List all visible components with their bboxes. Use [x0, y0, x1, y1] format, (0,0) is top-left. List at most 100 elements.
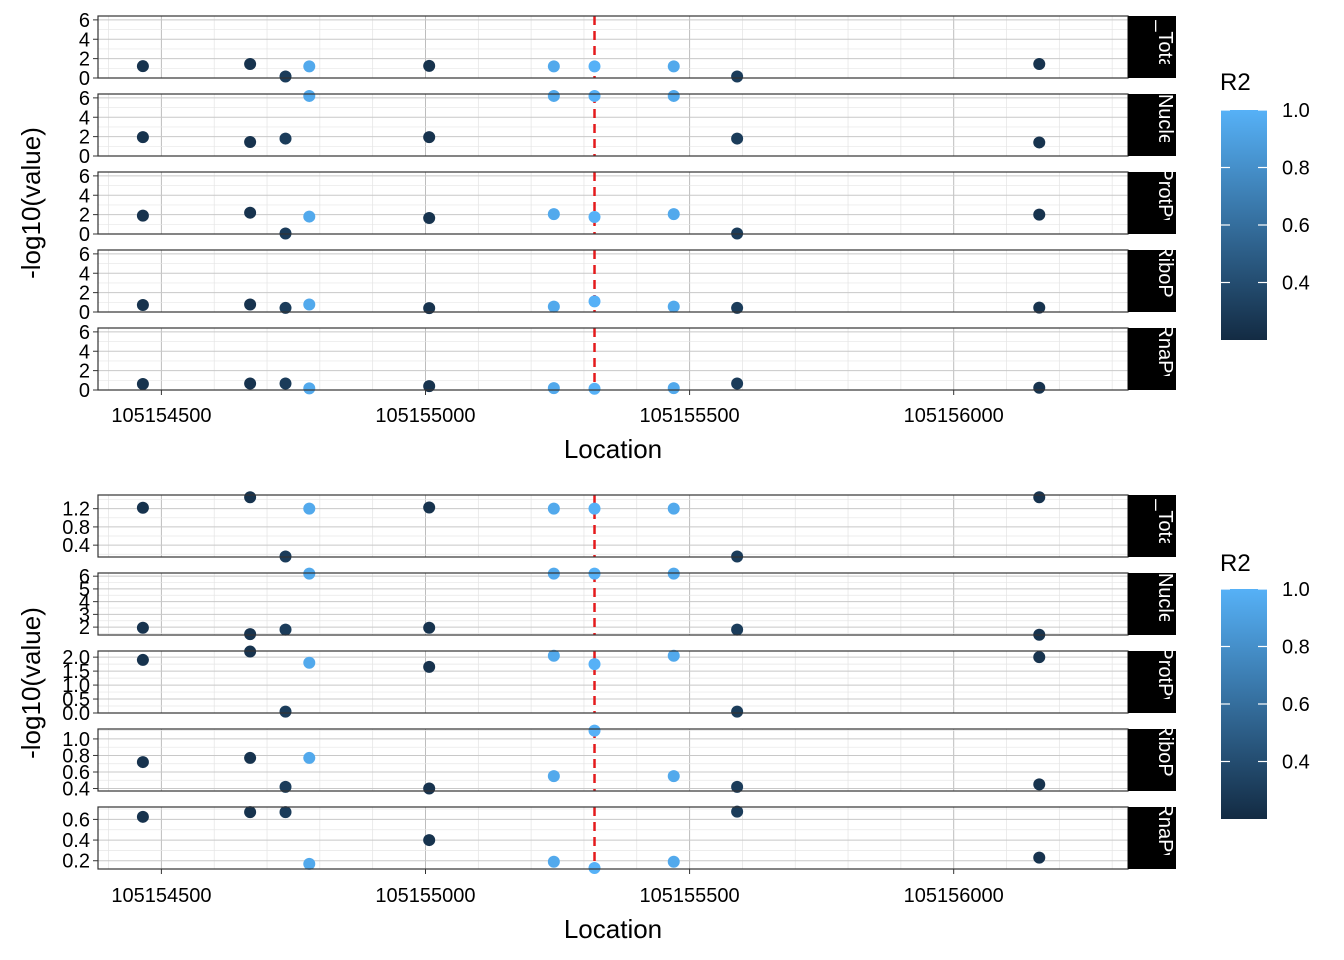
data-point [667, 300, 680, 313]
data-point [1033, 851, 1046, 864]
data-point [547, 649, 560, 662]
data-point [667, 567, 680, 580]
x-axis-title: Location [564, 914, 662, 944]
y-tick-label: 2 [79, 283, 90, 305]
y-tick-label: 0.2 [62, 851, 90, 873]
y-tick-label: 0.4 [62, 535, 90, 557]
y-tick-label: 0 [79, 68, 90, 90]
data-point [588, 724, 601, 737]
data-point [279, 780, 292, 793]
facet-panel-3: 0.00.51.01.52.0 ProtPva [62, 645, 1176, 725]
data-point [588, 60, 601, 73]
data-point [136, 299, 149, 312]
data-point [136, 377, 149, 390]
data-point [588, 502, 601, 515]
facet-panel-4: 0.40.60.81.0 RiboPva [62, 724, 1176, 801]
panel-background [98, 250, 1128, 312]
data-point [588, 658, 601, 671]
color-legend: R2 0.4 0.6 0.8 1.0 [1220, 550, 1310, 819]
x-tick-label: 105154500 [111, 885, 211, 907]
y-tick-label: 6 [79, 244, 90, 266]
data-point [731, 377, 744, 390]
y-tick-label: 2 [79, 361, 90, 383]
data-point [423, 302, 436, 315]
data-point [244, 206, 257, 219]
data-point [279, 70, 292, 83]
data-point [136, 60, 149, 73]
data-point [279, 301, 292, 314]
x-tick-label: 105156000 [904, 885, 1004, 907]
y-tick-label: 4 [79, 29, 90, 51]
data-point [731, 805, 744, 818]
data-point [547, 382, 560, 395]
data-point [731, 705, 744, 718]
legend-break-label: 0.4 [1282, 752, 1310, 774]
data-point [423, 501, 436, 514]
data-point [136, 756, 149, 769]
y-tick-label: 0.6 [62, 762, 90, 784]
legend-break-label: 1.0 [1282, 100, 1310, 122]
y-tick-label: 6 [79, 166, 90, 188]
data-point [279, 623, 292, 636]
data-point [244, 377, 257, 390]
facet-strip [1128, 729, 1176, 791]
y-tick-label: 2 [79, 205, 90, 227]
facet-strip [1128, 573, 1176, 635]
y-tick-label: 0 [79, 146, 90, 168]
y-tick-label: 6 [79, 10, 90, 32]
facet-strip-label: ProtPva [1154, 167, 1176, 239]
facet-strip-label: RiboPva [1154, 243, 1176, 319]
facet-strip [1128, 328, 1176, 390]
x-tick-label: 105155500 [640, 885, 740, 907]
facet-strip [1128, 495, 1176, 557]
y-tick-label: 3 [79, 604, 90, 626]
data-point [731, 132, 744, 145]
y-tick-label: 6 [79, 322, 90, 344]
x-tick-label: 105156000 [904, 405, 1004, 427]
y-tick-label: 1.0 [62, 675, 90, 697]
y-tick-label: 6 [79, 566, 90, 588]
data-point [731, 70, 744, 83]
data-point [667, 855, 680, 868]
facet-strip-label: ProtPva [1154, 646, 1176, 718]
data-point [244, 751, 257, 764]
data-point [303, 857, 316, 870]
legend-break-label: 0.6 [1282, 694, 1310, 716]
y-tick-label: 1.2 [62, 499, 90, 521]
data-point [1033, 57, 1046, 70]
color-legend: R2 0.4 0.6 0.8 1.0 [1220, 69, 1310, 340]
data-point [547, 855, 560, 868]
legend-break-label: 0.4 [1282, 273, 1310, 295]
data-point [547, 89, 560, 102]
legend-break-label: 0.6 [1282, 215, 1310, 237]
panel-background [98, 807, 1128, 869]
data-point [423, 212, 436, 225]
data-point [667, 60, 680, 73]
data-point [667, 770, 680, 783]
facet-panel-1: 0.40.81.2 _Total [62, 491, 1176, 563]
panel-background [98, 94, 1128, 156]
facet-strip-label: _Total [1154, 498, 1176, 552]
y-tick-label: 0.0 [62, 703, 90, 725]
data-point [547, 60, 560, 73]
data-point [731, 623, 744, 636]
data-point [303, 60, 316, 73]
facet-strip [1128, 250, 1176, 312]
y-tick-label: 0.4 [62, 779, 90, 801]
data-point [423, 834, 436, 847]
legend-title: R2 [1220, 550, 1251, 577]
facet-strip-label: RnaPva [1154, 802, 1176, 874]
facet-strip-label: Nuclea [1154, 573, 1176, 636]
facet-strip [1128, 651, 1176, 713]
data-point [136, 621, 149, 634]
data-point [1033, 778, 1046, 791]
y-tick-label: 1.0 [62, 729, 90, 751]
data-point [279, 132, 292, 145]
data-point [588, 295, 601, 308]
data-point [667, 208, 680, 221]
y-tick-label: 5 [79, 579, 90, 601]
